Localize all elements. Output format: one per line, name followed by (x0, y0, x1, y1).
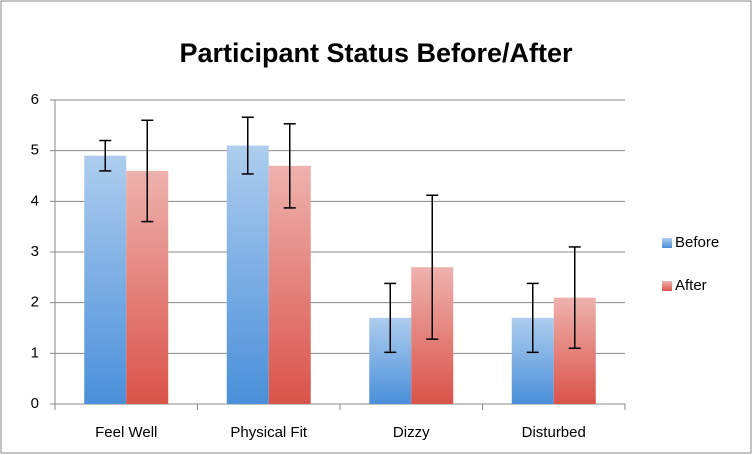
legend-label: Before (675, 234, 719, 251)
y-tick-label: 3 (31, 243, 39, 260)
y-tick-label: 5 (31, 142, 39, 159)
x-tick-label: Feel Well (95, 424, 157, 441)
x-tick-label: Physical Fit (230, 424, 308, 441)
bar (84, 155, 127, 404)
x-tick-label: Disturbed (522, 424, 586, 441)
legend-swatch (662, 238, 672, 248)
y-tick-label: 0 (31, 395, 39, 412)
chart-title: Participant Status Before/After (179, 38, 573, 68)
y-tick-label: 2 (31, 294, 39, 311)
bar (226, 145, 269, 404)
y-tick-label: 1 (31, 344, 39, 361)
legend-swatch (662, 281, 672, 291)
legend-label: After (675, 277, 707, 294)
y-tick-label: 4 (31, 192, 39, 209)
y-tick-label: 6 (31, 91, 39, 108)
x-tick-label: Dizzy (393, 424, 430, 441)
